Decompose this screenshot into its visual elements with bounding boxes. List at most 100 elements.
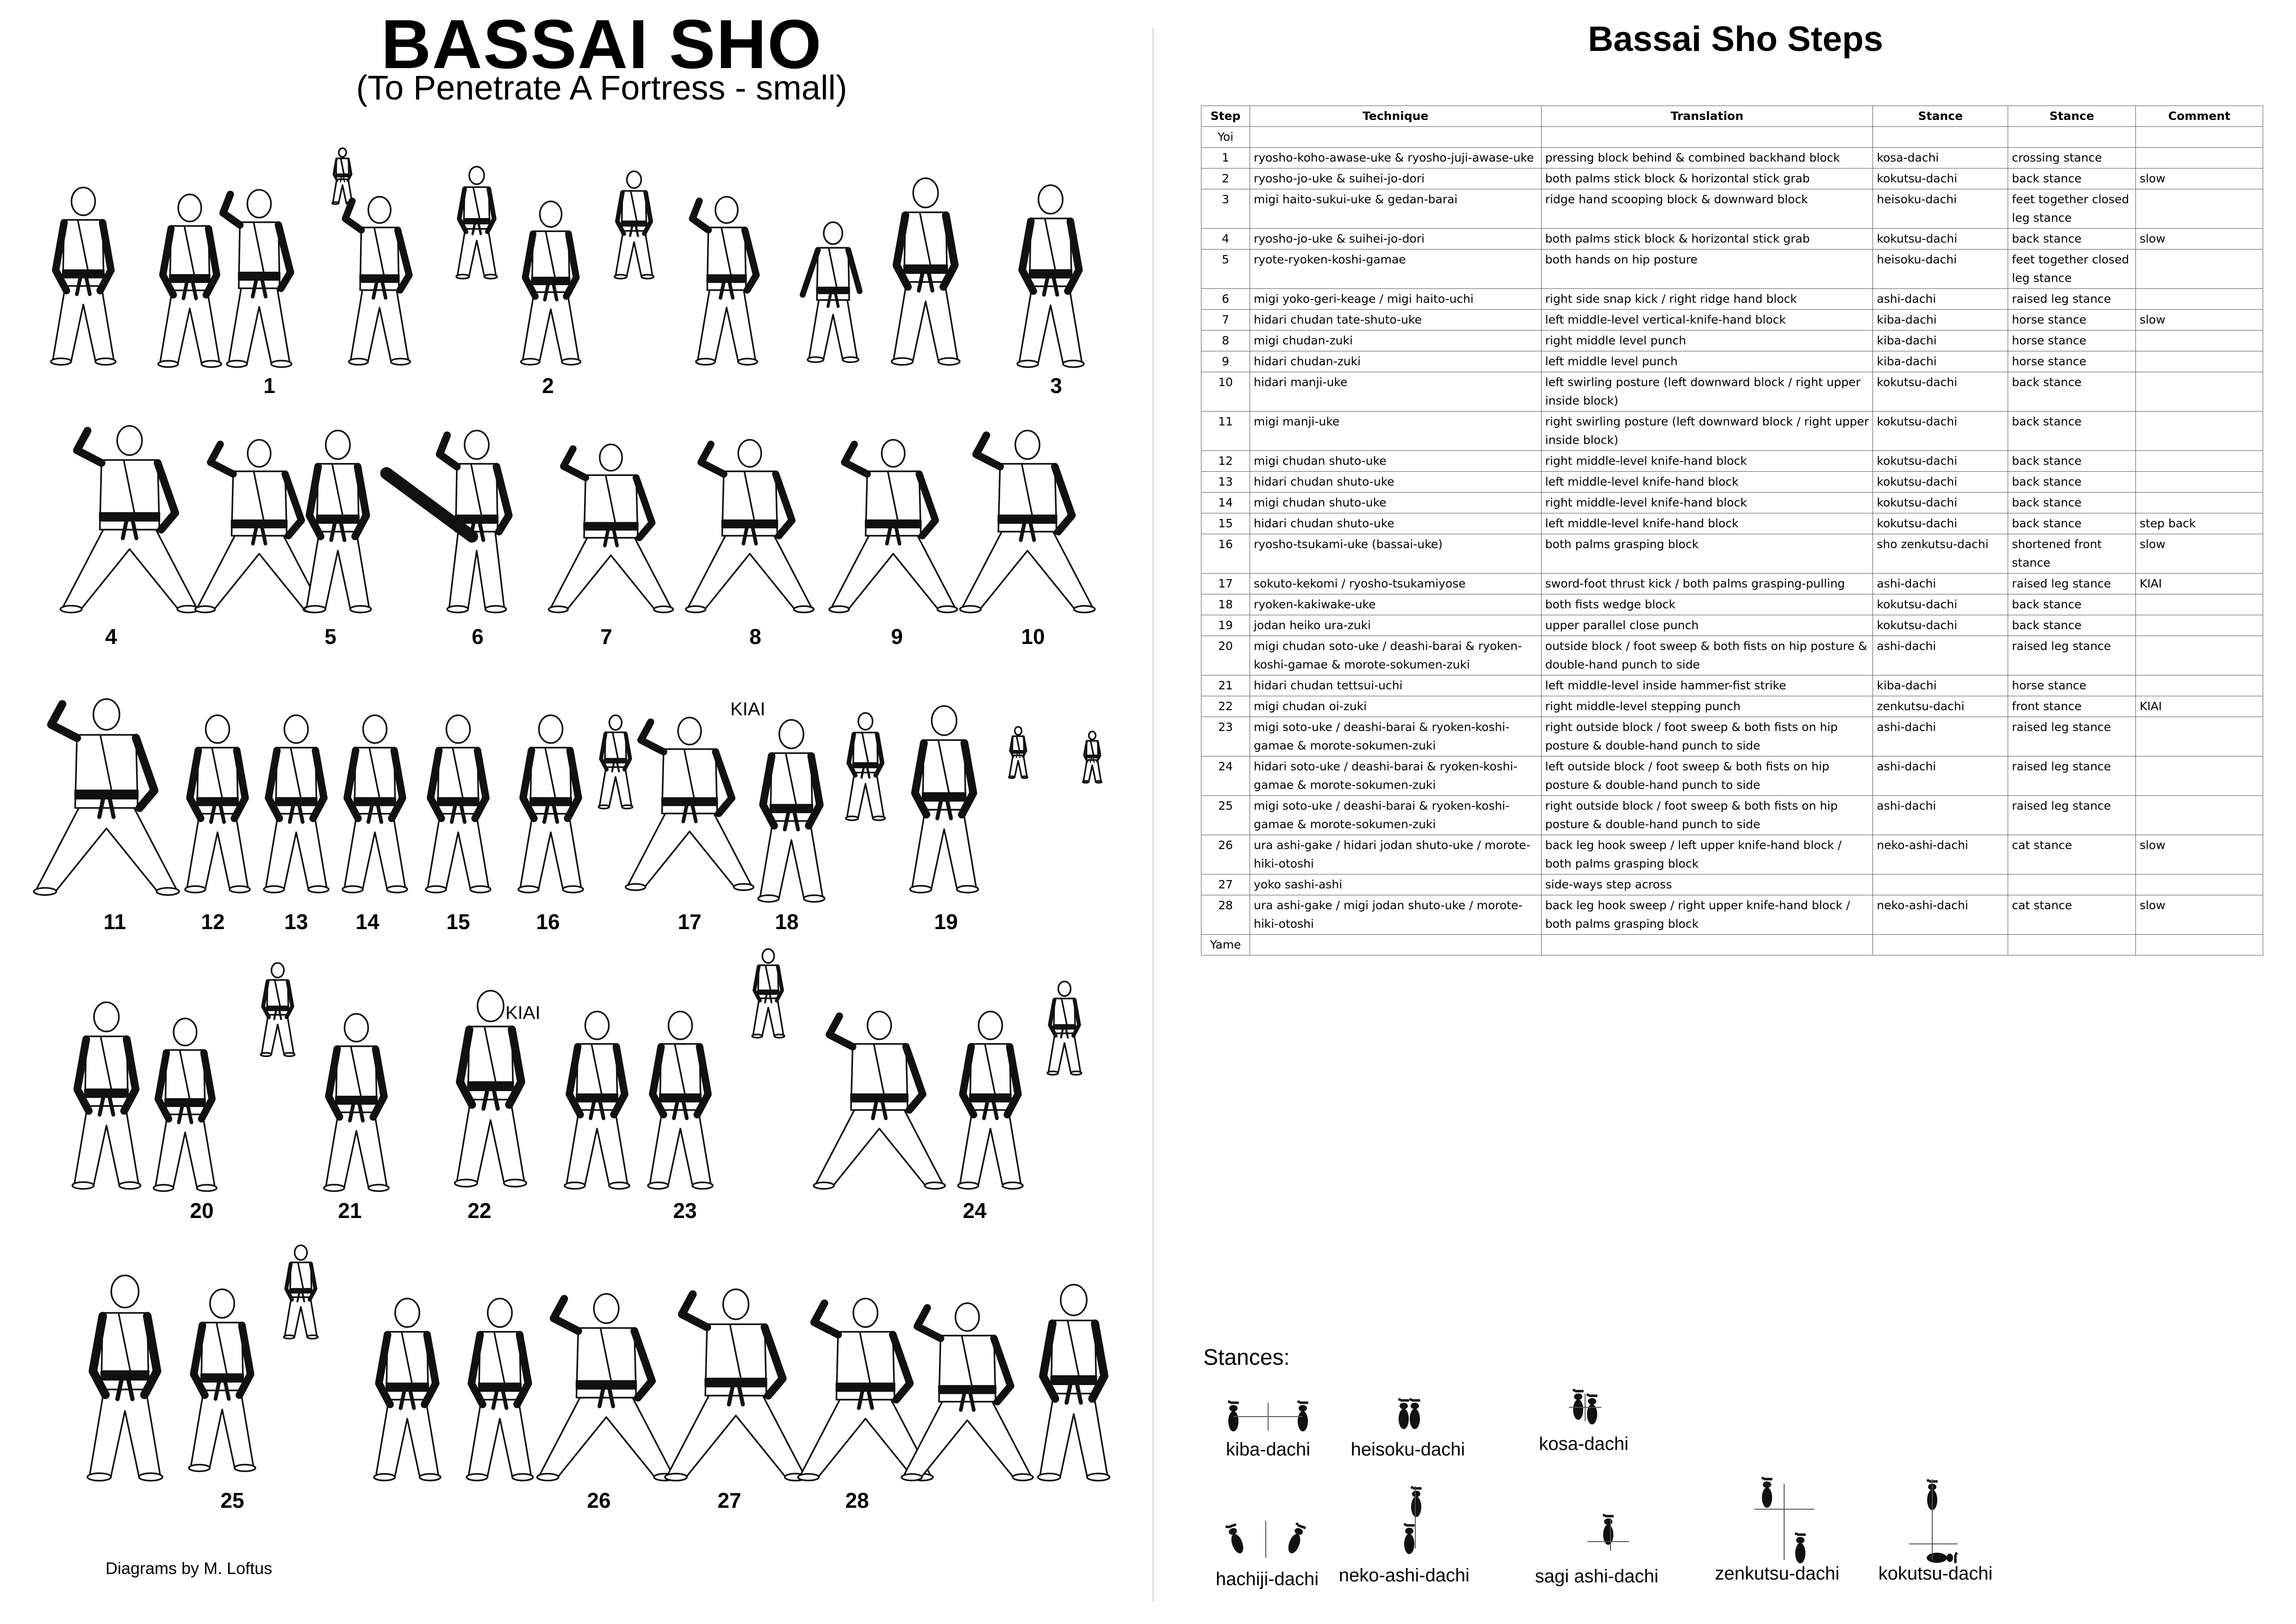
cell-technique: hidari manji-uke xyxy=(1249,372,1542,412)
cell-translation: left middle-level knife-hand block xyxy=(1541,471,1873,493)
cell-translation: left middle-level knife-hand block xyxy=(1541,513,1873,534)
karateka-figure-icon xyxy=(263,714,330,893)
karateka-figure-icon xyxy=(59,425,200,613)
cell-step: 15 xyxy=(1201,513,1250,534)
cell-step: 22 xyxy=(1201,696,1250,717)
cell-technique: ura ashi-gake / hidari jodan shuto-uke /… xyxy=(1249,835,1542,874)
karateka-figure-icon xyxy=(536,1293,677,1481)
cell-technique: hidari chudan shuto-uke xyxy=(1249,513,1542,534)
cell-translation: right middle level punch xyxy=(1541,330,1873,351)
cell-step: 7 xyxy=(1201,309,1250,331)
cell-comment: slow xyxy=(2135,835,2263,874)
karateka-figure-icon xyxy=(33,698,180,896)
cell-stance-japanese: kiba-dachi xyxy=(1873,675,2009,696)
cell-stance-japanese: heisoku-dachi xyxy=(1873,249,2009,289)
cell-stance-japanese: kokutsu-dachi xyxy=(1873,411,2009,451)
cell-translation: left outside block / foot sweep & both f… xyxy=(1541,756,1873,796)
cell-technique xyxy=(1249,934,1542,956)
panel-divider xyxy=(1152,28,1154,1602)
cell-stance-japanese: kokutsu-dachi xyxy=(1873,168,2009,189)
table-row: 8 migi chudan-zuki right middle level punc… xyxy=(1201,330,2263,351)
page-subtitle: (To Penetrate A Fortress - small) xyxy=(356,69,847,107)
kata-diagram-panel: BASSAI SHO (To Penetrate A Fortress - sm… xyxy=(33,5,1111,1578)
karateka-figure-icon xyxy=(959,430,1096,613)
cell-stance-japanese: ashi-dachi xyxy=(1873,288,2009,310)
karateka-figure-icon xyxy=(194,439,324,613)
karate-figures-illustration xyxy=(33,147,1111,1482)
karateka-figure-icon xyxy=(373,1298,442,1481)
steps-title: Bassai Sho Steps xyxy=(1588,19,1883,59)
karateka-figure-icon xyxy=(564,1011,630,1190)
cell-stance-japanese: kokutsu-dachi xyxy=(1873,615,2009,636)
cell-stance-japanese: ashi-dachi xyxy=(1873,756,2009,796)
cell-technique: hidari chudan-zuki xyxy=(1249,351,1542,372)
cell-stance-japanese: heisoku-dachi xyxy=(1873,189,2009,229)
step-number-label: 17 xyxy=(678,910,702,934)
step-number-label: 24 xyxy=(963,1199,987,1223)
cell-step: 27 xyxy=(1201,874,1250,895)
karateka-figure-icon xyxy=(689,196,760,366)
karateka-figure-icon xyxy=(454,990,528,1188)
step-number-label: 19 xyxy=(934,910,958,934)
table-row: 27 yoko sashi-ashi side-ways step across xyxy=(1201,874,2263,895)
table-row: 11 migi manji-uke right swirling posture (… xyxy=(1201,411,2263,451)
cell-translation: sword-foot thrust kick / both palms gras… xyxy=(1541,573,1873,594)
karateka-figure-icon xyxy=(188,1288,256,1472)
footprint-icon xyxy=(1603,1514,1614,1545)
table-row: 20 migi chudan soto-uke / deashi-barai & … xyxy=(1201,636,2263,675)
cell-step: 8 xyxy=(1201,330,1250,351)
cell-translation: both palms stick block & horizontal stic… xyxy=(1541,228,1873,250)
cell-technique: migi chudan oi-zuki xyxy=(1249,696,1542,717)
karateka-figure-icon xyxy=(184,714,251,893)
step-number-label: 6 xyxy=(472,625,484,649)
karateka-figure-icon xyxy=(800,221,863,363)
stance-label-kokutsu-dachi: kokutsu-dachi xyxy=(1878,1563,1993,1584)
cell-technique: jodan heiko ura-zuki xyxy=(1249,615,1542,636)
cell-technique: migi chudan soto-uke / deashi-barai & ry… xyxy=(1249,636,1542,675)
stance-label-neko-ashi-dachi: neko-ashi-dachi xyxy=(1338,1565,1470,1586)
cell-technique: ura ashi-gake / migi jodan shuto-uke / m… xyxy=(1249,895,1542,935)
cell-stance-japanese: sho zenkutsu-dachi xyxy=(1873,534,2009,574)
cell-translation: back leg hook sweep / right upper knife-… xyxy=(1541,895,1873,935)
karateka-figure-icon xyxy=(957,1011,1024,1190)
cell-comment xyxy=(2135,594,2263,615)
column-header-stance-japanese: Stance xyxy=(1873,106,2009,127)
cell-comment xyxy=(2135,615,2263,636)
column-header-comment: Comment xyxy=(2135,106,2263,127)
karateka-figure-icon xyxy=(909,705,979,893)
cell-stance-english: raised leg stance xyxy=(2008,756,2136,796)
cell-translation: left swirling posture (left downward blo… xyxy=(1541,372,1873,412)
footprint-icon xyxy=(1761,1477,1773,1508)
cell-stance-english: back stance xyxy=(2008,450,2136,472)
step-number-label: 26 xyxy=(587,1488,611,1512)
cell-comment xyxy=(2135,717,2263,756)
cell-step: 17 xyxy=(1201,573,1250,594)
cell-stance-english: raised leg stance xyxy=(2008,573,2136,594)
cell-stance-japanese: zenkutsu-dachi xyxy=(1873,696,2009,717)
cell-stance-japanese: kokutsu-dachi xyxy=(1873,372,2009,412)
cell-comment xyxy=(2135,756,2263,796)
cell-comment xyxy=(2135,471,2263,493)
cell-technique xyxy=(1249,126,1542,148)
cell-technique: ryosho-tsukami-uke (bassai-uke) xyxy=(1249,534,1542,574)
cell-translation: both fists wedge block xyxy=(1541,594,1873,615)
cell-comment: KIAI xyxy=(2135,696,2263,717)
table-row: 28 ura ashi-gake / migi jodan shuto-uke /… xyxy=(1201,895,2263,935)
karateka-figure-icon xyxy=(260,962,296,1057)
cell-comment xyxy=(2135,249,2263,289)
karateka-figure-icon xyxy=(684,439,815,613)
cell-translation xyxy=(1541,934,1873,956)
karateka-figure-icon xyxy=(71,1001,142,1190)
karateka-figure-icon xyxy=(219,189,294,368)
karateka-figure-icon xyxy=(425,714,492,893)
karateka-figure-icon xyxy=(624,717,755,891)
cell-comment xyxy=(2135,675,2263,696)
karateka-figure-icon xyxy=(1037,1284,1111,1482)
karateka-figure-icon xyxy=(647,1011,714,1190)
karateka-figure-icon xyxy=(520,200,582,366)
cell-comment xyxy=(2135,795,2263,835)
footprint-icon xyxy=(1587,1393,1598,1424)
table-row: 6 migi yoko-geri-keage / migi haito-uchi r… xyxy=(1201,288,2263,310)
cell-step: 20 xyxy=(1201,636,1250,675)
cell-step: 12 xyxy=(1201,450,1250,472)
